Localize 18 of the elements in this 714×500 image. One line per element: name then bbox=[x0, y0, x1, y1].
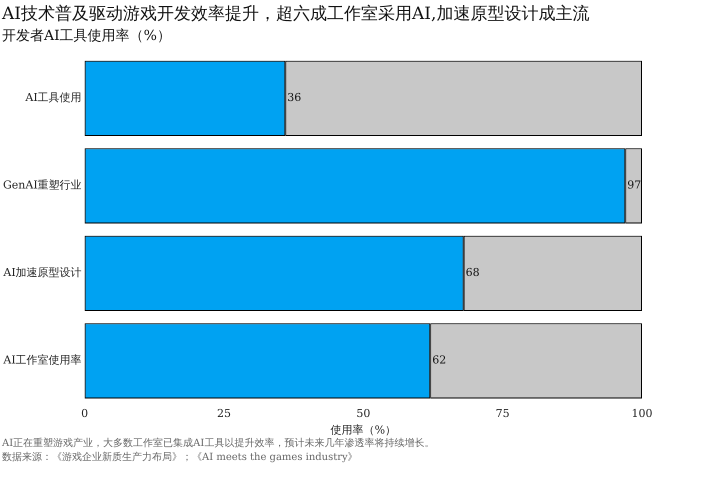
data-label: 97 bbox=[627, 178, 642, 192]
x-tick-label: 25 bbox=[217, 407, 232, 420]
data-label: 68 bbox=[466, 266, 480, 280]
x-tick-label: 100 bbox=[632, 407, 652, 420]
x-tick-label: 75 bbox=[496, 407, 510, 420]
y-tick-label: AI工作室使用率 bbox=[2, 354, 82, 367]
text: AI正在重塑游戏产业，大多数工作室已集成AI工具以提升效率，预计未来几年渗透率将持续增长。 bbox=[1, 437, 436, 451]
data-label: 36 bbox=[287, 91, 302, 104]
x-axis-title: 使用率（%） bbox=[330, 423, 396, 436]
chart-title: AI技术普及驱动游戏开发效率提升，超六成工作室采用AI,加速原型设计成主流 bbox=[0, 3, 590, 25]
chart-subtitle: 开发者AI工具使用率（%） bbox=[1, 27, 172, 45]
x-tick-label: 0 bbox=[81, 407, 88, 420]
y-tick-label: AI加速原型设计 bbox=[2, 266, 82, 280]
y-tick-label: AI工具使用 bbox=[24, 91, 82, 104]
data-label: 62 bbox=[432, 354, 446, 367]
source-note: 数据来源：《游戏企业新质生产力布局》；《AI meets the games industry》 bbox=[1, 451, 359, 465]
y-tick-label: GenAI重塑行业 bbox=[3, 178, 82, 192]
x-tick-label: 50 bbox=[356, 407, 370, 420]
